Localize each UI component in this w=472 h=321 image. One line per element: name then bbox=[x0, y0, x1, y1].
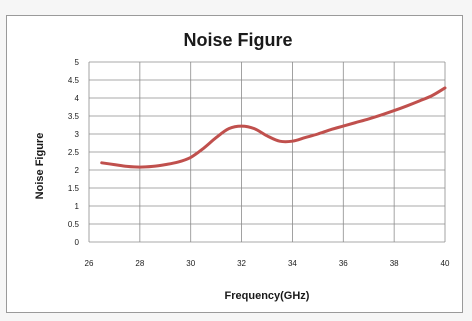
grid bbox=[88, 61, 446, 243]
y-tick-label: 1 bbox=[75, 202, 80, 211]
x-tick-labels: 26 28 30 32 34 36 38 40 bbox=[85, 259, 450, 268]
x-tick-label: 36 bbox=[339, 259, 348, 268]
y-tick-label: 3.5 bbox=[68, 112, 80, 121]
x-tick-label: 40 bbox=[441, 259, 450, 268]
y-tick-label: 2.5 bbox=[68, 148, 80, 157]
x-tick-label: 38 bbox=[390, 259, 399, 268]
y-tick-label: 1.5 bbox=[68, 184, 80, 193]
y-axis-label: Noise Figure bbox=[34, 133, 46, 200]
y-tick-label: 5 bbox=[75, 58, 80, 67]
y-tick-label: 4.5 bbox=[68, 76, 80, 85]
x-tick-label: 30 bbox=[186, 259, 195, 268]
x-tick-label: 28 bbox=[135, 259, 144, 268]
noise-figure-chart: Noise Figure 0 0.5 1 1.5 2 2.5 3 3.5 4 4.5 5 26 28 3… bbox=[34, 30, 450, 302]
x-tick-label: 26 bbox=[85, 259, 94, 268]
y-tick-label: 0 bbox=[75, 238, 80, 247]
chart-title: Noise Figure bbox=[183, 30, 292, 50]
x-axis-label: Frequency(GHz) bbox=[225, 290, 310, 302]
y-tick-labels: 0 0.5 1 1.5 2 2.5 3 3.5 4 4.5 5 bbox=[68, 58, 80, 247]
y-tick-label: 4 bbox=[75, 94, 80, 103]
x-tick-label: 32 bbox=[237, 259, 246, 268]
chart-container: Noise Figure 0 0.5 1 1.5 2 2.5 3 3.5 4 4.5 5 26 28 3… bbox=[6, 15, 463, 313]
x-tick-label: 34 bbox=[288, 259, 297, 268]
series-lines bbox=[100, 86, 447, 169]
noise-figure-series-line bbox=[100, 86, 447, 169]
y-tick-label: 2 bbox=[75, 166, 80, 175]
y-tick-label: 3 bbox=[75, 130, 80, 139]
y-tick-label: 0.5 bbox=[68, 220, 80, 229]
